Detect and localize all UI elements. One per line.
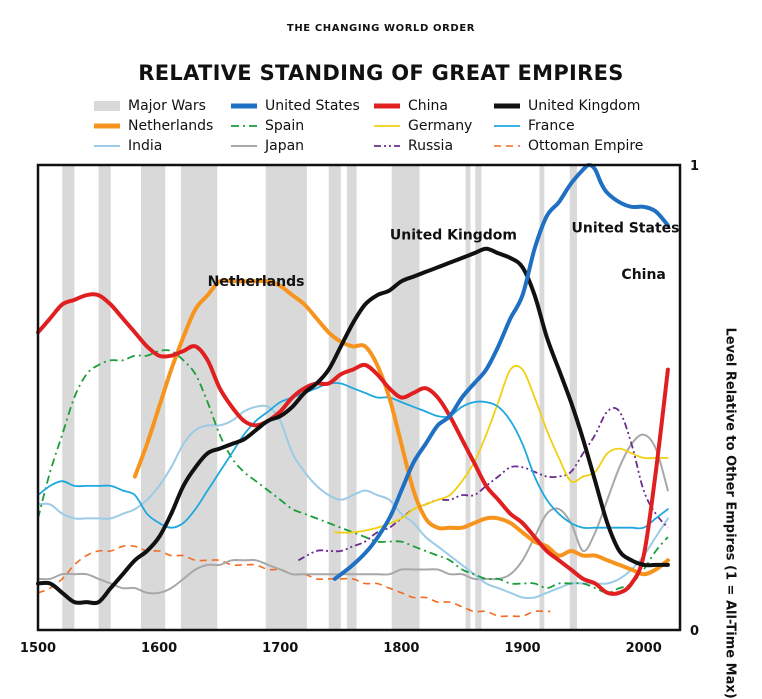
war-band-11 — [569, 165, 578, 630]
chart-title: RELATIVE STANDING OF GREAT EMPIRES — [138, 61, 624, 85]
chart: Netherlands United Kingdom United States Ch… — [20, 159, 699, 656]
war-band-1 — [98, 165, 111, 630]
series-line-united-states — [332, 163, 670, 581]
annotation-netherlands: Netherlands — [208, 274, 305, 290]
war-band-6 — [346, 165, 357, 630]
war-band-8 — [465, 165, 471, 630]
x-tick-label-2000: 2000 — [626, 641, 662, 656]
x-tick-label-1900: 1900 — [504, 641, 540, 656]
series-line-united-kingdom — [36, 246, 670, 606]
annotation-china: China — [621, 267, 665, 283]
series-line-japan — [37, 433, 669, 595]
war-band-3 — [180, 165, 218, 630]
series-lines — [36, 163, 670, 618]
series-line-india — [37, 404, 669, 600]
y-tick-label-1: 1 — [690, 159, 699, 174]
war-band-10 — [539, 165, 545, 630]
war-band-5 — [328, 165, 341, 630]
annotation-united-kingdom: United Kingdom — [390, 227, 517, 243]
x-tick-label-1800: 1800 — [383, 641, 419, 656]
x-tick-label-1700: 1700 — [262, 641, 298, 656]
x-ticks: 1500 1600 1700 1800 1900 2000 — [20, 641, 662, 656]
series-line-russia — [297, 407, 669, 562]
series-line-china — [36, 292, 670, 596]
war-band-9 — [475, 165, 482, 630]
x-tick-label-1600: 1600 — [141, 641, 177, 656]
plot-frame — [36, 163, 682, 632]
series-line-france — [37, 382, 669, 530]
annotation-united-states: United States — [572, 220, 680, 236]
war-band-0 — [62, 165, 75, 630]
annotations: Netherlands United Kingdom United States Ch… — [208, 220, 680, 289]
series-line-germany — [333, 364, 669, 534]
series-line-netherlands — [132, 278, 670, 577]
y-ticks: 01 — [690, 159, 699, 639]
y-tick-label-0: 0 — [690, 624, 699, 639]
x-tick-label-1500: 1500 — [20, 641, 56, 656]
y-axis-label: Level Relative to Other Empires (1 = All… — [722, 327, 738, 699]
supertitle: THE CHANGING WORLD ORDER — [286, 23, 476, 34]
